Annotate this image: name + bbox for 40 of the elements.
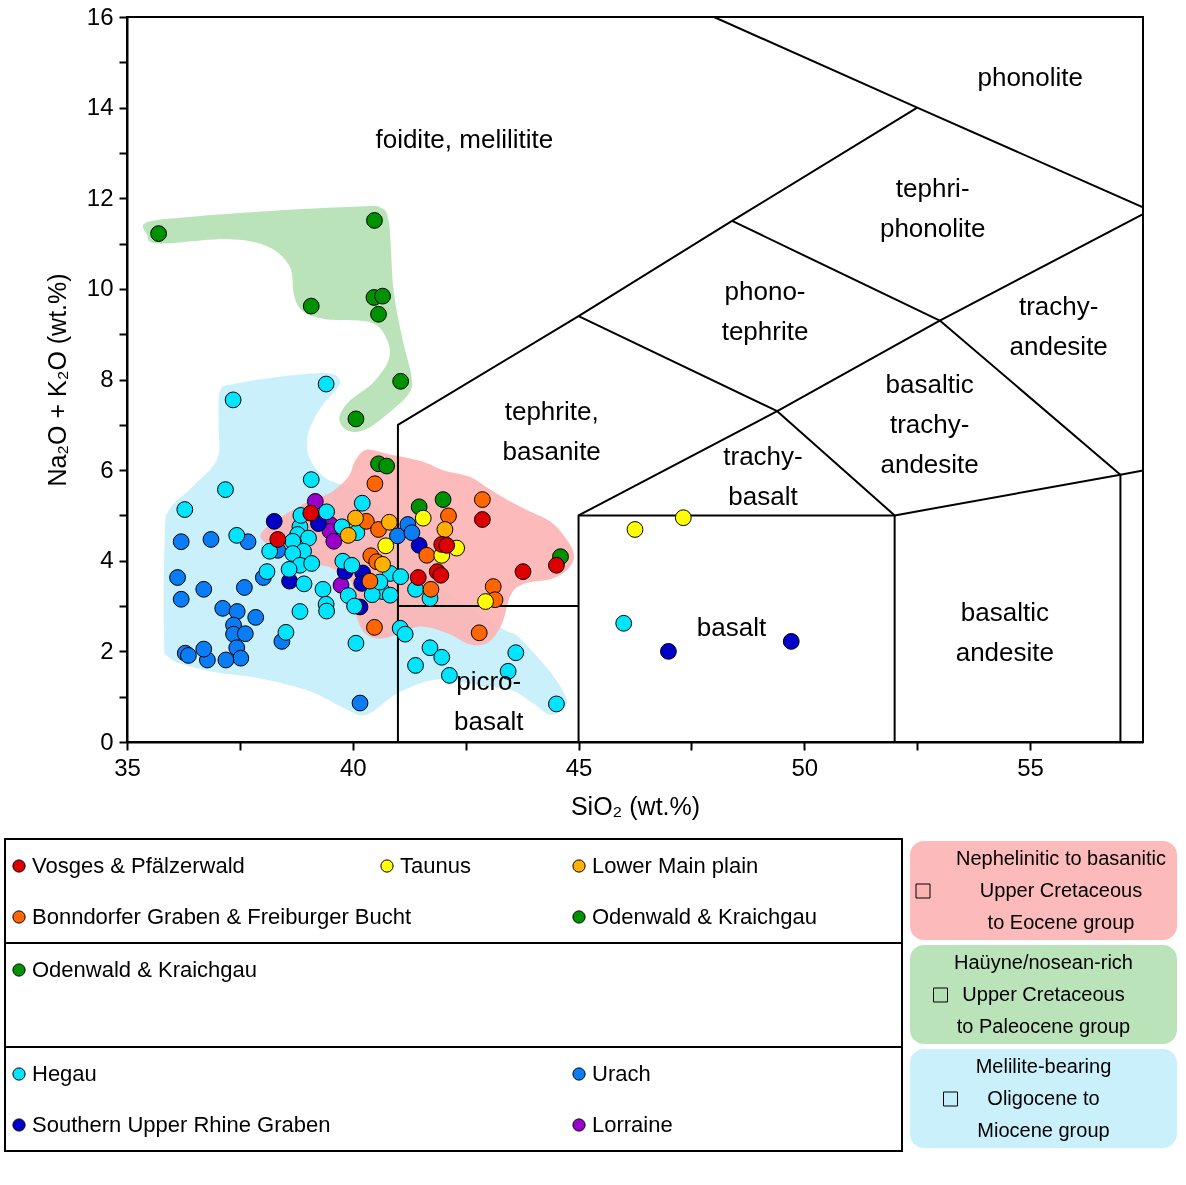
legend-label: Lower Main plain <box>592 853 759 878</box>
y-tick-label: 16 <box>86 2 114 30</box>
y-tick-label: 10 <box>86 274 114 302</box>
x-tick-label: 45 <box>565 753 593 781</box>
legend-label: Taunus <box>400 853 471 878</box>
x-tick-label: 40 <box>339 753 367 781</box>
legend-label: Lorraine <box>592 1112 673 1137</box>
annotation: basalt <box>696 612 767 643</box>
annotation: phono- tephrite <box>721 276 809 347</box>
legend-label: Haüyne/nosean-rich Upper Cretaceous to Paleocene group <box>954 951 1133 1037</box>
legend-label: Urach <box>592 1061 651 1086</box>
annotation: trachy- andesite <box>1009 291 1108 362</box>
annotation: picro- basalt <box>454 666 525 737</box>
x-tick-label: 50 <box>791 753 819 781</box>
annotation: trachy- basalt <box>723 441 803 512</box>
legend-label: Melilite-bearing Oligocene to Miocene group <box>975 1055 1112 1141</box>
x-tick-label: 35 <box>114 753 141 781</box>
legend-label: Vosges & Pfälzerwald <box>32 853 245 878</box>
y-tick-label: 14 <box>86 93 114 121</box>
y-tick-label: 2 <box>100 636 114 664</box>
y-tick-label: 6 <box>100 455 114 483</box>
y-axis-title: Na₂O + K₂O (wt.%) <box>42 273 71 487</box>
legend-label: Bonndorfer Graben & Freiburger Bucht <box>32 904 412 929</box>
legend-label: Odenwald & Kraichgau <box>592 904 818 929</box>
annotation: foidite, melilitite <box>375 123 554 154</box>
annotation: tephri- phonolite <box>879 173 986 244</box>
legend-label: Hegau <box>32 1061 97 1086</box>
y-tick-label: 12 <box>86 183 114 211</box>
x-tick-label: 55 <box>1017 753 1044 781</box>
legend-label: Odenwald & Kraichgau <box>32 957 258 982</box>
annotation: basaltic trachy- andesite <box>880 369 979 480</box>
x-axis-title: SiO₂ (wt.%) <box>570 791 701 820</box>
annotation: tephrite, basanite <box>502 395 601 466</box>
annotation: phonolite <box>977 61 1083 92</box>
y-tick-label: 4 <box>100 546 114 574</box>
legend-label: Southern Upper Rhine Graben <box>32 1112 331 1137</box>
y-tick-label: 8 <box>100 365 114 392</box>
legend-label: Nephelinitic to basanitic Upper Cretaceous to Eocene group <box>955 847 1167 933</box>
annotation: basaltic andesite <box>955 596 1054 667</box>
y-tick-label: 0 <box>100 727 114 755</box>
